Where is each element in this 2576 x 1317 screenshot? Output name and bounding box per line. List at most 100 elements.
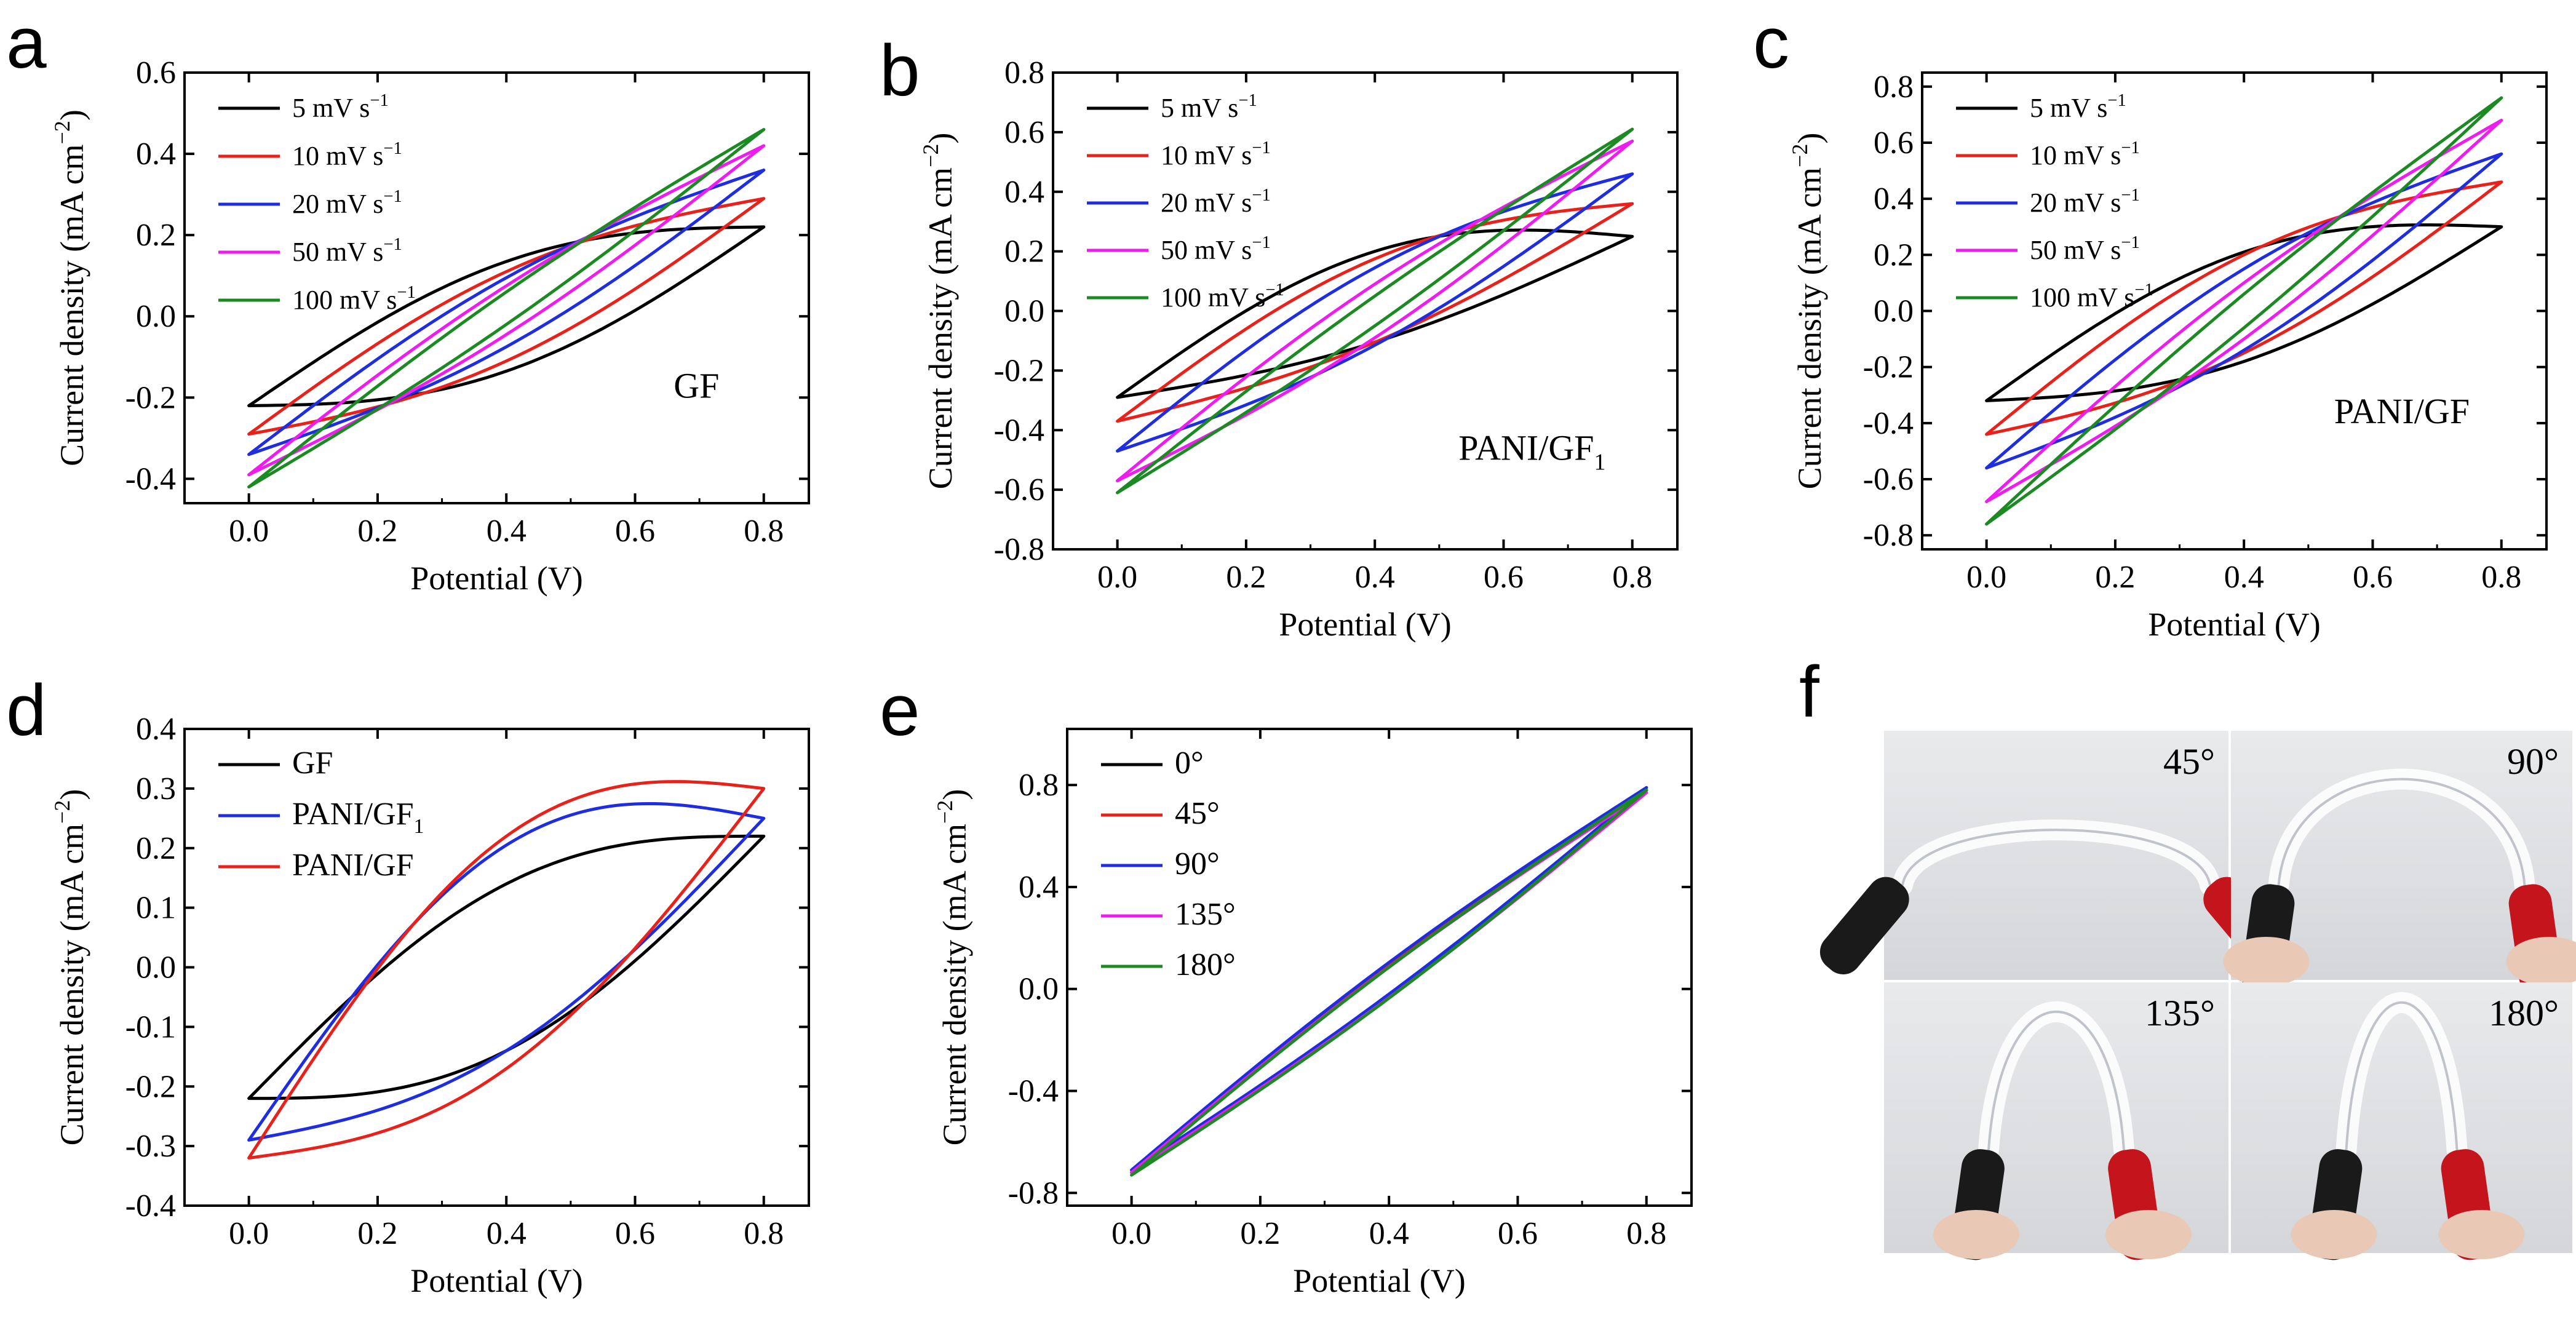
legend-label-sub: 1 <box>414 815 424 838</box>
photo-background <box>2231 982 2572 1253</box>
y-tick-label: 0.4 <box>1019 870 1059 905</box>
legend-label-text: 20 mV s <box>2030 188 2121 218</box>
device-tube-edge <box>2345 1001 2459 1150</box>
series-group <box>1130 786 1648 1177</box>
legend-label-text: 5 mV s <box>2030 93 2107 123</box>
x-tick-label: 0.4 <box>1369 1216 1409 1251</box>
legend-label-text: 100 mV s <box>292 285 397 315</box>
y-tick-label: 0.2 <box>1004 234 1044 269</box>
chart-panel-b: b 0.0 0.2 0.4 0.6 0.8 -0.8 -0.6 -0.4 -0.2 0.0 0.2 0.… <box>880 30 1679 643</box>
y-tick-label: 0.4 <box>136 137 176 172</box>
series-group <box>1985 96 2503 526</box>
y-axis-label: Current density (mA cm−2) <box>50 109 90 466</box>
left-fingers <box>2291 1210 2377 1259</box>
legend-label-text: 50 mV s <box>2030 235 2121 265</box>
y-tick-label: -0.8 <box>994 532 1044 567</box>
x-tick-label: 0.8 <box>1626 1216 1666 1251</box>
y-tick-label: -0.1 <box>125 1009 176 1044</box>
device-tube-edge <box>1987 1010 2125 1150</box>
y-tick-label: 0.6 <box>1004 115 1044 150</box>
x-tick-label: 0.0 <box>1966 560 2006 595</box>
chart-panel-c: c 0.0 0.2 0.4 0.6 0.8 -0.8 -0.6 -0.4 -0.2 0.0 0.2 0.… <box>1753 2 2548 643</box>
sample-annotation-text: PANI/GF <box>2334 391 2470 431</box>
x-tick-label: 0.2 <box>2095 560 2135 595</box>
series-group <box>1116 127 1634 495</box>
legend-label-4: 180° <box>1175 947 1236 982</box>
y-axis-label: Current density (mA cm−2) <box>1787 133 1828 490</box>
legend-label-sup: −1 <box>2121 233 2139 252</box>
x-tick-label: 0.4 <box>2224 560 2264 595</box>
y-axis-label-end: ) <box>922 133 959 144</box>
left-fingers <box>2223 937 2310 986</box>
y-tick-label: 0.2 <box>136 831 176 866</box>
chart-panel-a: a 0.0 0.2 0.4 0.6 0.8 -0.4 -0.2 0.0 0.2 0.4 0.6 Pote… <box>6 2 810 597</box>
y-tick-label: 0.0 <box>1874 294 1914 329</box>
chart-panel-d: d 0.0 0.2 0.4 0.6 0.8 -0.4 -0.3 -0.2 -0.1 0.0 0.1 0.… <box>6 670 810 1299</box>
y-axis-label-sup: −2 <box>50 800 74 824</box>
y-tick-label: 0.4 <box>1004 175 1044 210</box>
y-tick-label: -0.3 <box>125 1129 176 1164</box>
y-axis-label-sup: −2 <box>1787 144 1812 167</box>
legend-label-text: 5 mV s <box>292 93 370 123</box>
legend-label-sup: −1 <box>1238 91 1257 110</box>
y-tick-label: -0.4 <box>125 461 176 496</box>
legend-label-4: 100 mV s−1 <box>292 283 416 315</box>
y-tick-label: 0.1 <box>136 891 176 926</box>
series-group <box>247 128 766 489</box>
plot-frame <box>183 71 810 504</box>
y-tick-label: -0.2 <box>125 1069 176 1104</box>
legend-label-text: PANI/GF <box>292 797 414 832</box>
y-tick-label: 0.8 <box>1004 55 1044 90</box>
panel-letter-e: e <box>880 670 920 751</box>
series-line-0 <box>1116 228 1634 399</box>
series-line-1 <box>1985 180 2503 436</box>
left-fingers <box>1933 1210 2019 1259</box>
series-line-3 <box>1985 119 2503 503</box>
y-tick-label: -0.2 <box>994 353 1044 388</box>
chart-panel-e: e 0.0 0.2 0.4 0.6 0.8 -0.8 -0.4 0.0 0.4 0.8 Potenti… <box>880 670 1693 1299</box>
sample-annotation: PANI/GF1 <box>1458 428 1605 475</box>
x-axis-label: Potential (V) <box>1279 606 1451 643</box>
legend-label-text: GF <box>292 746 333 781</box>
y-tick-label: 0.6 <box>136 55 176 90</box>
series-line-3 <box>1116 139 1634 483</box>
legend-label-text: 20 mV s <box>292 189 383 219</box>
legend-label-text: 10 mV s <box>1161 140 1252 170</box>
legend-label-sup: −1 <box>1265 281 1284 300</box>
legend-label-text: 90° <box>1175 846 1220 881</box>
series-line-2 <box>1116 172 1634 453</box>
y-axis-label-sup: −2 <box>918 144 943 167</box>
photo-panel-f: f 45° 90° 135° 180° <box>1799 651 2576 1260</box>
series-line-4 <box>247 128 766 489</box>
series-line-2 <box>247 780 766 1160</box>
x-tick-label: 0.0 <box>1097 560 1137 595</box>
bend-angle-label: 135° <box>2145 993 2215 1033</box>
legend-label-0: GF <box>292 746 333 781</box>
legend-label-2: 20 mV s−1 <box>292 187 402 219</box>
y-axis-label-main: Current density (mA cm <box>936 824 973 1145</box>
x-tick-label: 0.2 <box>1240 1216 1280 1251</box>
y-axis-label-main: Current density (mA cm <box>54 824 90 1145</box>
x-axis-label: Potential (V) <box>2148 606 2320 643</box>
sample-annotation: GF <box>674 365 719 405</box>
y-tick-label: 0.6 <box>1874 125 1914 161</box>
panel-letter-a: a <box>6 2 47 84</box>
legend-label-4: 100 mV s−1 <box>1161 281 1284 312</box>
device-tube-edge <box>1901 829 2211 886</box>
series-line-1 <box>1116 202 1634 423</box>
legend-label-1: PANI/GF1 <box>292 797 424 838</box>
legend-label-2: PANI/GF <box>292 848 414 883</box>
x-tick-label: 0.6 <box>1484 560 1524 595</box>
photo-background <box>1884 982 2228 1253</box>
right-fingers <box>2105 1210 2192 1259</box>
y-axis-label: Current density (mA cm−2) <box>50 789 90 1146</box>
legend-label-sup: −1 <box>383 187 402 206</box>
legend-label-sup: −1 <box>2121 186 2139 205</box>
bend-photo-180: 180° <box>2231 982 2572 1260</box>
plot-frame <box>1052 71 1679 551</box>
legend-label-1: 45° <box>1175 796 1220 831</box>
legend-label-2: 20 mV s−1 <box>1161 186 1271 218</box>
y-axis-label: Current density (mA cm−2) <box>932 789 973 1146</box>
legend-label-sup: −1 <box>1252 186 1270 205</box>
